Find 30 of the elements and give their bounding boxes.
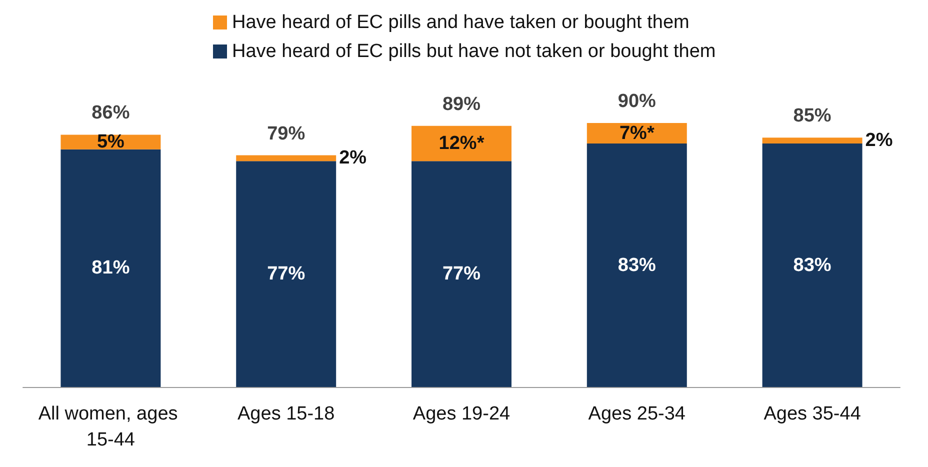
- x-tick-label: Ages 35-44: [764, 404, 862, 424]
- total-label: 89%: [442, 94, 481, 115]
- data-label: 77%: [442, 264, 481, 285]
- x-tick-label: All women, ages 15-44: [38, 404, 184, 450]
- total-label: 90%: [618, 91, 656, 112]
- data-label: 2%: [865, 130, 893, 152]
- data-label: 5%: [96, 132, 125, 153]
- legend-label: Have heard of EC pills but have not taken or bought them: [232, 41, 716, 62]
- data-label: 7%*: [619, 122, 655, 144]
- data-label: 77%: [267, 264, 306, 285]
- bar: [412, 126, 512, 162]
- data-label: 2%: [339, 148, 367, 169]
- x-tick-label: Ages 15-18: [238, 404, 335, 424]
- data-label: 81%: [92, 258, 130, 279]
- bar: [762, 144, 862, 387]
- total-label: 85%: [793, 106, 832, 127]
- total-label: 79%: [267, 123, 306, 144]
- data-label: 12%*: [438, 133, 485, 154]
- data-label: 83%: [793, 254, 832, 276]
- total-label: 86%: [92, 102, 130, 124]
- bar: [412, 161, 512, 387]
- x-tick-label: Ages 19-24: [412, 404, 511, 424]
- data-label: 83%: [618, 254, 656, 276]
- bar: [236, 155, 336, 162]
- bar: [762, 138, 862, 144]
- bar: [586, 144, 687, 387]
- x-tick-label: Ages 25-34: [588, 404, 686, 424]
- bar: [236, 161, 336, 387]
- legend-label: Have heard of EC pills and have taken or bought them: [232, 12, 690, 33]
- bar: [60, 149, 161, 387]
